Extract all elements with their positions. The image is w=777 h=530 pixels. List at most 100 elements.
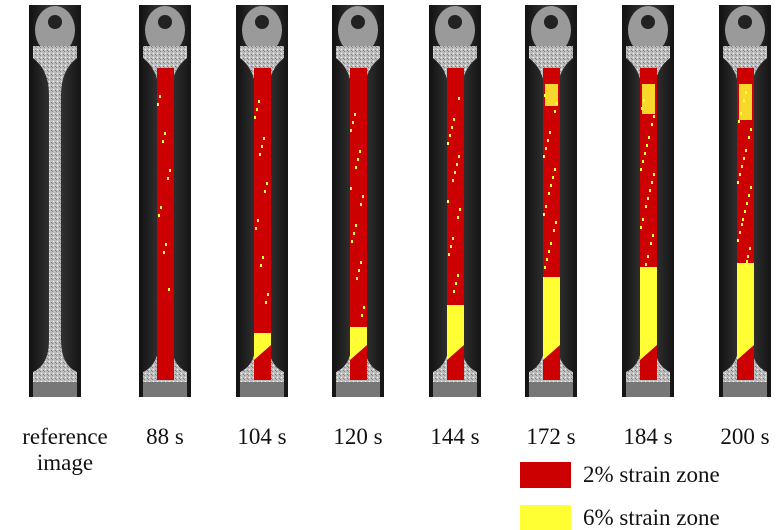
panel-label: 88 s [110, 424, 220, 450]
hot-spot [550, 184, 552, 187]
hot-spot [359, 150, 361, 153]
hot-spot [458, 97, 460, 100]
hot-spot [745, 91, 747, 94]
hot-spot [159, 95, 161, 98]
hot-spot [743, 99, 745, 102]
hot-spot [645, 205, 647, 208]
hot-spot [555, 221, 557, 224]
hot-spot [455, 282, 457, 285]
hot-spot [640, 168, 642, 171]
hot-spot [258, 100, 260, 103]
hot-spot [647, 255, 649, 258]
hot-spot [163, 251, 165, 254]
hot-spot [738, 120, 740, 123]
hot-spot [742, 276, 744, 279]
legend-swatch [520, 505, 571, 530]
hot-spot [642, 160, 644, 163]
hot-spot [547, 139, 549, 142]
hot-spot [645, 263, 647, 266]
hot-spot [555, 279, 557, 282]
strain-6pct [737, 263, 754, 360]
hot-spot [544, 266, 546, 269]
hot-spot [357, 158, 359, 161]
hot-spot [362, 195, 364, 198]
hot-spot [549, 131, 551, 134]
hot-spot [356, 277, 358, 280]
hot-spot [739, 231, 741, 234]
grip-hole [544, 15, 558, 29]
hot-spot [553, 229, 555, 232]
hot-spot [653, 115, 655, 118]
hot-spot [749, 305, 751, 308]
hot-spot [543, 155, 545, 158]
grip-bottom [433, 382, 477, 397]
hot-spot [551, 295, 553, 298]
hot-spot [745, 149, 747, 152]
hot-spot [554, 110, 556, 113]
hot-spot [263, 137, 265, 140]
hot-spot [545, 147, 547, 150]
hot-spot [168, 288, 170, 291]
hot-spot [257, 219, 259, 222]
hot-spot [350, 187, 352, 190]
hot-spot [738, 292, 740, 295]
hot-spot [747, 255, 749, 258]
hot-spot [648, 136, 650, 139]
grip-hole [255, 15, 269, 29]
hot-spot [451, 126, 453, 129]
hot-spot [452, 237, 454, 240]
hot-spot [457, 216, 459, 219]
grip-hole [738, 15, 752, 29]
hot-spot [355, 166, 357, 169]
hot-spot [264, 190, 266, 193]
grip-hole [48, 15, 62, 29]
hot-spot [549, 303, 551, 306]
hot-spot [355, 224, 357, 227]
hot-spot [742, 218, 744, 221]
hot-spot [649, 189, 651, 192]
hot-spot [459, 208, 461, 211]
grip-hole [641, 15, 655, 29]
hot-spot [750, 186, 752, 189]
hot-spot [354, 113, 356, 116]
grip-hole [351, 15, 365, 29]
hot-spot [737, 181, 739, 184]
hot-spot [646, 144, 648, 147]
hot-spot [741, 223, 743, 226]
hot-spot [748, 136, 750, 139]
hot-spot [642, 218, 644, 221]
hot-spot [447, 200, 449, 203]
grip-bottom [143, 382, 187, 397]
hot-spot [157, 103, 159, 106]
hot-spot [750, 128, 752, 131]
hot-spot [747, 313, 749, 316]
legend-swatch [520, 462, 571, 488]
hot-spot [449, 134, 451, 137]
hot-spot [744, 210, 746, 213]
panel-label: reference image [10, 424, 120, 476]
hot-spot [746, 260, 748, 263]
hot-spot [749, 247, 751, 250]
hot-spot [353, 232, 355, 235]
hot-spot [641, 279, 643, 282]
hot-spot [652, 234, 654, 237]
hot-spot [550, 242, 552, 245]
hot-spot [744, 268, 746, 271]
hot-spot [552, 176, 554, 179]
panel-label: 184 s [593, 424, 703, 450]
grip-bottom [626, 382, 670, 397]
hot-spot [352, 121, 354, 124]
grip-bottom [33, 382, 77, 397]
hot-spot [651, 181, 653, 184]
panel-label: 172 s [496, 424, 606, 450]
hot-spot [652, 292, 654, 295]
hot-spot [653, 173, 655, 176]
hot-spot [641, 107, 643, 110]
hot-spot [453, 118, 455, 121]
hot-spot [266, 182, 268, 185]
hot-spot [650, 300, 652, 303]
hot-spot [460, 319, 462, 322]
hot-spot [164, 132, 166, 135]
hot-spot [358, 269, 360, 272]
grip-hole [158, 15, 172, 29]
